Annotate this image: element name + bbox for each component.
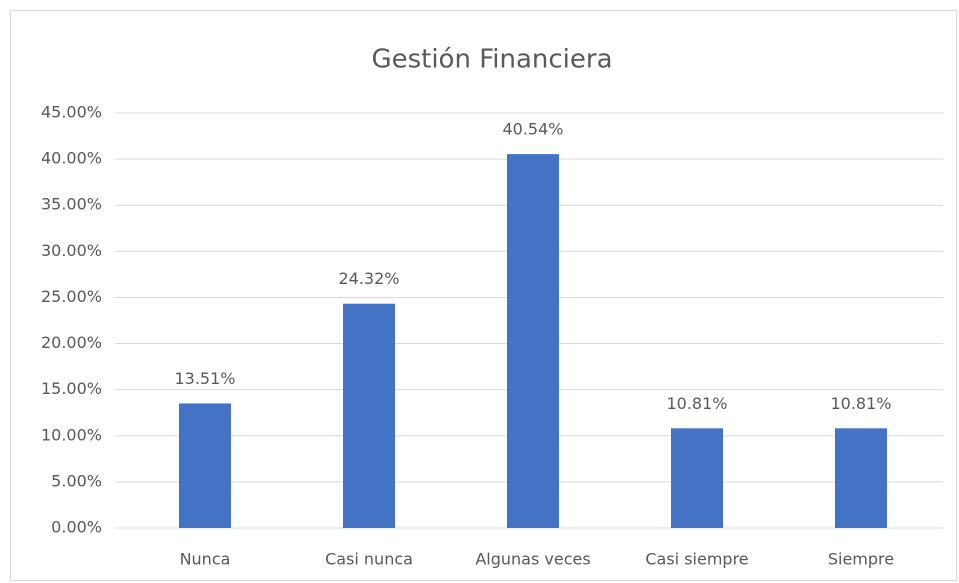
chart-border	[10, 10, 957, 581]
bar	[179, 403, 231, 528]
y-tick-label: 0.00%	[51, 518, 102, 537]
bar	[507, 154, 559, 528]
y-tick-label: 45.00%	[41, 103, 102, 122]
data-label: 10.81%	[666, 394, 727, 413]
x-tick-label: Casi siempre	[645, 550, 748, 569]
chart-title: Gestión Financiera	[371, 45, 612, 75]
y-tick-label: 10.00%	[41, 425, 102, 444]
bar	[343, 303, 395, 528]
data-label: 13.51%	[174, 369, 235, 388]
x-tick-label: Casi nunca	[325, 550, 413, 569]
x-tick-label: Algunas veces	[475, 550, 590, 569]
x-tick-label: Nunca	[180, 550, 231, 569]
data-label: 10.81%	[830, 394, 891, 413]
x-tick-label: Siempre	[828, 550, 894, 569]
bar	[835, 428, 887, 528]
y-tick-label: 15.00%	[41, 379, 102, 398]
y-tick-label: 20.00%	[41, 333, 102, 352]
data-label: 40.54%	[502, 120, 563, 139]
y-tick-label: 25.00%	[41, 287, 102, 306]
y-tick-label: 5.00%	[51, 471, 102, 490]
y-tick-label: 30.00%	[41, 241, 102, 260]
bar	[671, 428, 723, 528]
y-tick-label: 40.00%	[41, 149, 102, 168]
y-tick-label: 35.00%	[41, 195, 102, 214]
data-label: 24.32%	[338, 269, 399, 288]
